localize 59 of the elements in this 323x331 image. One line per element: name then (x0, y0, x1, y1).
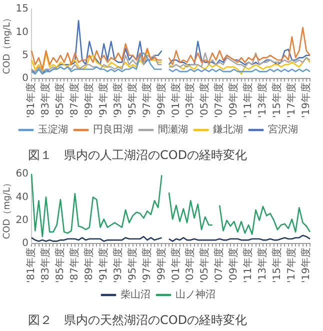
x-tick-label: '83年度 (40, 248, 52, 284)
y-tick-label: 15 (16, 4, 29, 15)
x-tick-label: '97年度 (140, 248, 153, 284)
x-tick-label: '19年度 (300, 82, 312, 118)
legend-label: 宮沢湖 (268, 124, 298, 136)
text: 図１ 県内の人工湖沼のCODの経時変化 (27, 147, 248, 164)
x-tick-label: '81年度 (25, 248, 38, 284)
legend-label: 柴山沼 (120, 288, 150, 301)
x-tick-label: '15年度 (271, 248, 284, 284)
y-tick-label: 60 (16, 168, 29, 180)
x-tick-label: '19年度 (300, 248, 312, 284)
x-tick-label: '05年度 (198, 82, 211, 118)
legend-label: 間瀬湖 (158, 124, 188, 136)
x-tick-label: '87年度 (68, 82, 81, 118)
x-tick-label: '83年度 (40, 82, 52, 118)
x-tick-label: '07年度 (213, 248, 226, 284)
x-tick-label: '05年度 (198, 248, 211, 284)
y-tick-label: 0 (22, 238, 29, 250)
x-tick-label: '85年度 (54, 82, 66, 118)
legend-label: 山ノ神沼 (176, 288, 216, 301)
text: 図２ 県内の天然湖沼のCODの経時変化 (27, 312, 248, 329)
x-tick-label: '17年度 (286, 82, 298, 118)
y-tick-label: 20 (16, 214, 29, 226)
x-tick-label: '01年度 (170, 248, 182, 284)
x-tick-label: '99年度 (155, 82, 168, 118)
x-tick-label: '15年度 (271, 82, 284, 118)
y-tick-label: 10 (16, 26, 29, 38)
y-tick-label: 40 (16, 192, 29, 203)
y-axis-title: COD（mg/L） (2, 178, 13, 240)
x-tick-label: '07年度 (213, 82, 226, 118)
x-tick-label: '99年度 (155, 248, 168, 284)
x-tick-label: '93年度 (112, 248, 124, 284)
y-tick-label: 5 (22, 50, 29, 61)
x-tick-label: '13年度 (256, 248, 269, 284)
x-tick-label: '95年度 (126, 82, 138, 118)
x-tick-label: '03年度 (184, 248, 196, 284)
x-tick-label: '01年度 (170, 82, 182, 118)
x-tick-label: '09年度 (228, 82, 240, 118)
y-axis-title: COD（mg/L） (2, 13, 13, 74)
x-tick-label: '81年度 (25, 82, 38, 118)
x-tick-label: '09年度 (228, 248, 240, 284)
legend-label: 円良田湖 (93, 124, 133, 136)
x-tick-label: '87年度 (68, 248, 81, 284)
x-tick-label: '89年度 (82, 82, 95, 118)
legend-label: 玉淀湖 (38, 124, 68, 136)
x-tick-label: '11年度 (242, 82, 254, 118)
x-tick-label: '97年度 (140, 82, 153, 118)
x-tick-label: '85年度 (54, 248, 66, 284)
x-tick-label: '03年度 (184, 82, 196, 118)
legend-label: 鎌北湖 (213, 124, 243, 136)
x-tick-label: '91年度 (97, 248, 110, 284)
x-tick-label: '95年度 (126, 248, 138, 284)
x-tick-label: '13年度 (256, 82, 269, 118)
x-tick-label: '11年度 (242, 248, 254, 284)
x-tick-label: '93年度 (112, 82, 124, 118)
y-tick-label: 0 (22, 73, 29, 84)
x-tick-label: '17年度 (286, 248, 298, 284)
x-tick-label: '91年度 (97, 82, 110, 118)
x-tick-label: '89年度 (82, 248, 95, 284)
